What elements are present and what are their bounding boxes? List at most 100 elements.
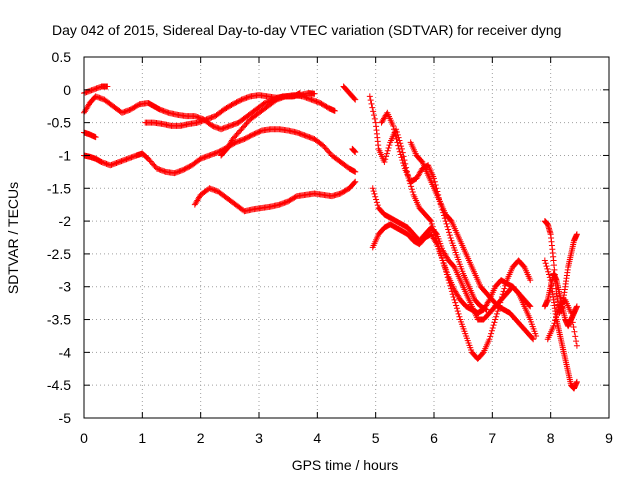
y-tick-label: -5 xyxy=(59,410,72,426)
data-point-marker xyxy=(408,186,415,193)
x-tick-label: 6 xyxy=(430,430,438,446)
y-tick-label: -1.5 xyxy=(47,180,71,196)
data-point-marker xyxy=(369,185,376,192)
x-tick-labels: 0 1 2 3 4 5 6 7 8 9 xyxy=(80,430,613,446)
data-point-marker xyxy=(368,100,375,107)
x-tick-label: 8 xyxy=(547,430,555,446)
data-point-marker xyxy=(444,223,451,230)
series-s15 xyxy=(541,257,580,392)
data-point-marker xyxy=(452,299,459,306)
data-point-marker xyxy=(568,309,575,316)
data-point-marker xyxy=(569,319,576,326)
data-point-marker xyxy=(367,97,374,104)
data-point-marker xyxy=(372,193,379,200)
series-s9 xyxy=(349,145,359,156)
data-markers xyxy=(81,83,580,392)
data-point-marker xyxy=(382,156,389,163)
y-tick-label: -4 xyxy=(59,344,72,360)
y-tick-label: -3 xyxy=(59,279,72,295)
data-point-marker xyxy=(526,302,533,309)
data-point-marker xyxy=(568,314,575,321)
data-point-marker xyxy=(443,220,450,227)
data-point-marker xyxy=(544,265,551,272)
data-point-marker xyxy=(455,310,462,317)
data-point-marker xyxy=(554,309,561,316)
series-s11 xyxy=(369,185,540,339)
data-point-marker xyxy=(370,108,377,115)
data-point-marker xyxy=(392,132,399,139)
data-point-marker xyxy=(373,199,380,206)
data-point-marker xyxy=(370,188,377,195)
data-point-marker xyxy=(208,121,215,128)
data-point-marker xyxy=(488,327,495,334)
y-tick-label: -3.5 xyxy=(47,312,71,328)
data-point-marker xyxy=(401,162,407,169)
data-point-marker xyxy=(373,196,380,203)
data-point-marker xyxy=(550,323,557,330)
y-tick-label: -2 xyxy=(59,213,72,229)
data-point-marker xyxy=(427,217,434,224)
y-tick-label: -4.5 xyxy=(47,377,71,393)
data-point-marker xyxy=(383,153,390,160)
data-point-marker xyxy=(489,324,496,331)
axis-ticks xyxy=(83,56,610,419)
data-point-marker xyxy=(542,260,549,267)
data-point-marker xyxy=(371,112,377,119)
x-tick-label: 4 xyxy=(313,430,321,446)
data-point-marker xyxy=(551,320,558,327)
data-point-marker xyxy=(400,159,407,166)
data-point-marker xyxy=(369,104,376,111)
data-point-marker xyxy=(527,277,534,284)
data-point-marker xyxy=(399,157,406,164)
data-point-marker xyxy=(409,189,416,196)
series-s17 xyxy=(541,270,580,330)
data-point-marker xyxy=(398,154,405,161)
series-s6 xyxy=(191,178,359,215)
data-point-marker xyxy=(493,313,500,320)
data-point-marker xyxy=(352,168,359,175)
data-point-marker xyxy=(260,100,267,107)
data-point-marker xyxy=(391,129,398,136)
data-point-marker xyxy=(541,257,548,264)
x-tick-label: 0 xyxy=(80,430,88,446)
data-point-marker xyxy=(500,288,507,295)
data-point-marker xyxy=(555,306,562,313)
data-point-marker xyxy=(445,226,452,233)
plot-frame xyxy=(83,56,610,419)
data-point-marker xyxy=(331,107,338,114)
series-s3 xyxy=(81,126,359,177)
data-point-marker xyxy=(352,178,359,185)
data-point-marker xyxy=(573,378,580,385)
data-point-marker xyxy=(527,303,534,310)
data-point-marker xyxy=(390,122,397,129)
x-axis-label: GPS time / hours xyxy=(292,457,399,473)
data-point-marker xyxy=(454,308,461,315)
y-tick-label: -0.5 xyxy=(47,115,71,131)
chart-title: Day 042 of 2015, Sidereal Day-to-day VTE… xyxy=(52,22,561,38)
data-point-marker xyxy=(381,159,388,166)
data-point-marker xyxy=(529,335,536,342)
data-point-marker xyxy=(572,333,579,340)
data-point-marker xyxy=(374,202,381,209)
y-axis-label: SDTVAR / TECUs xyxy=(5,182,21,294)
data-point-marker xyxy=(450,294,457,301)
data-point-marker xyxy=(395,142,402,149)
data-point-marker xyxy=(552,317,559,324)
y-tick-labels: 0.5 0 -0.5 -1 -1.5 -2 -2.5 -3 -3.5 -4 -4.5 -5 xyxy=(47,49,71,426)
series-s12 xyxy=(369,221,534,316)
data-point-marker xyxy=(393,136,400,143)
data-point-marker xyxy=(570,324,577,331)
y-tick-label: 0 xyxy=(63,82,71,98)
data-point-marker xyxy=(453,302,460,309)
data-point-marker xyxy=(573,231,580,238)
data-point-marker xyxy=(371,190,378,197)
x-tick-label: 1 xyxy=(138,430,146,446)
data-point-marker xyxy=(571,328,578,335)
data-point-marker xyxy=(501,285,508,292)
data-point-marker xyxy=(456,313,463,320)
data-point-marker xyxy=(385,144,392,151)
data-point-marker xyxy=(483,306,490,313)
series-s8 xyxy=(340,83,359,103)
x-tick-label: 5 xyxy=(372,430,380,446)
data-point-marker xyxy=(573,338,580,345)
